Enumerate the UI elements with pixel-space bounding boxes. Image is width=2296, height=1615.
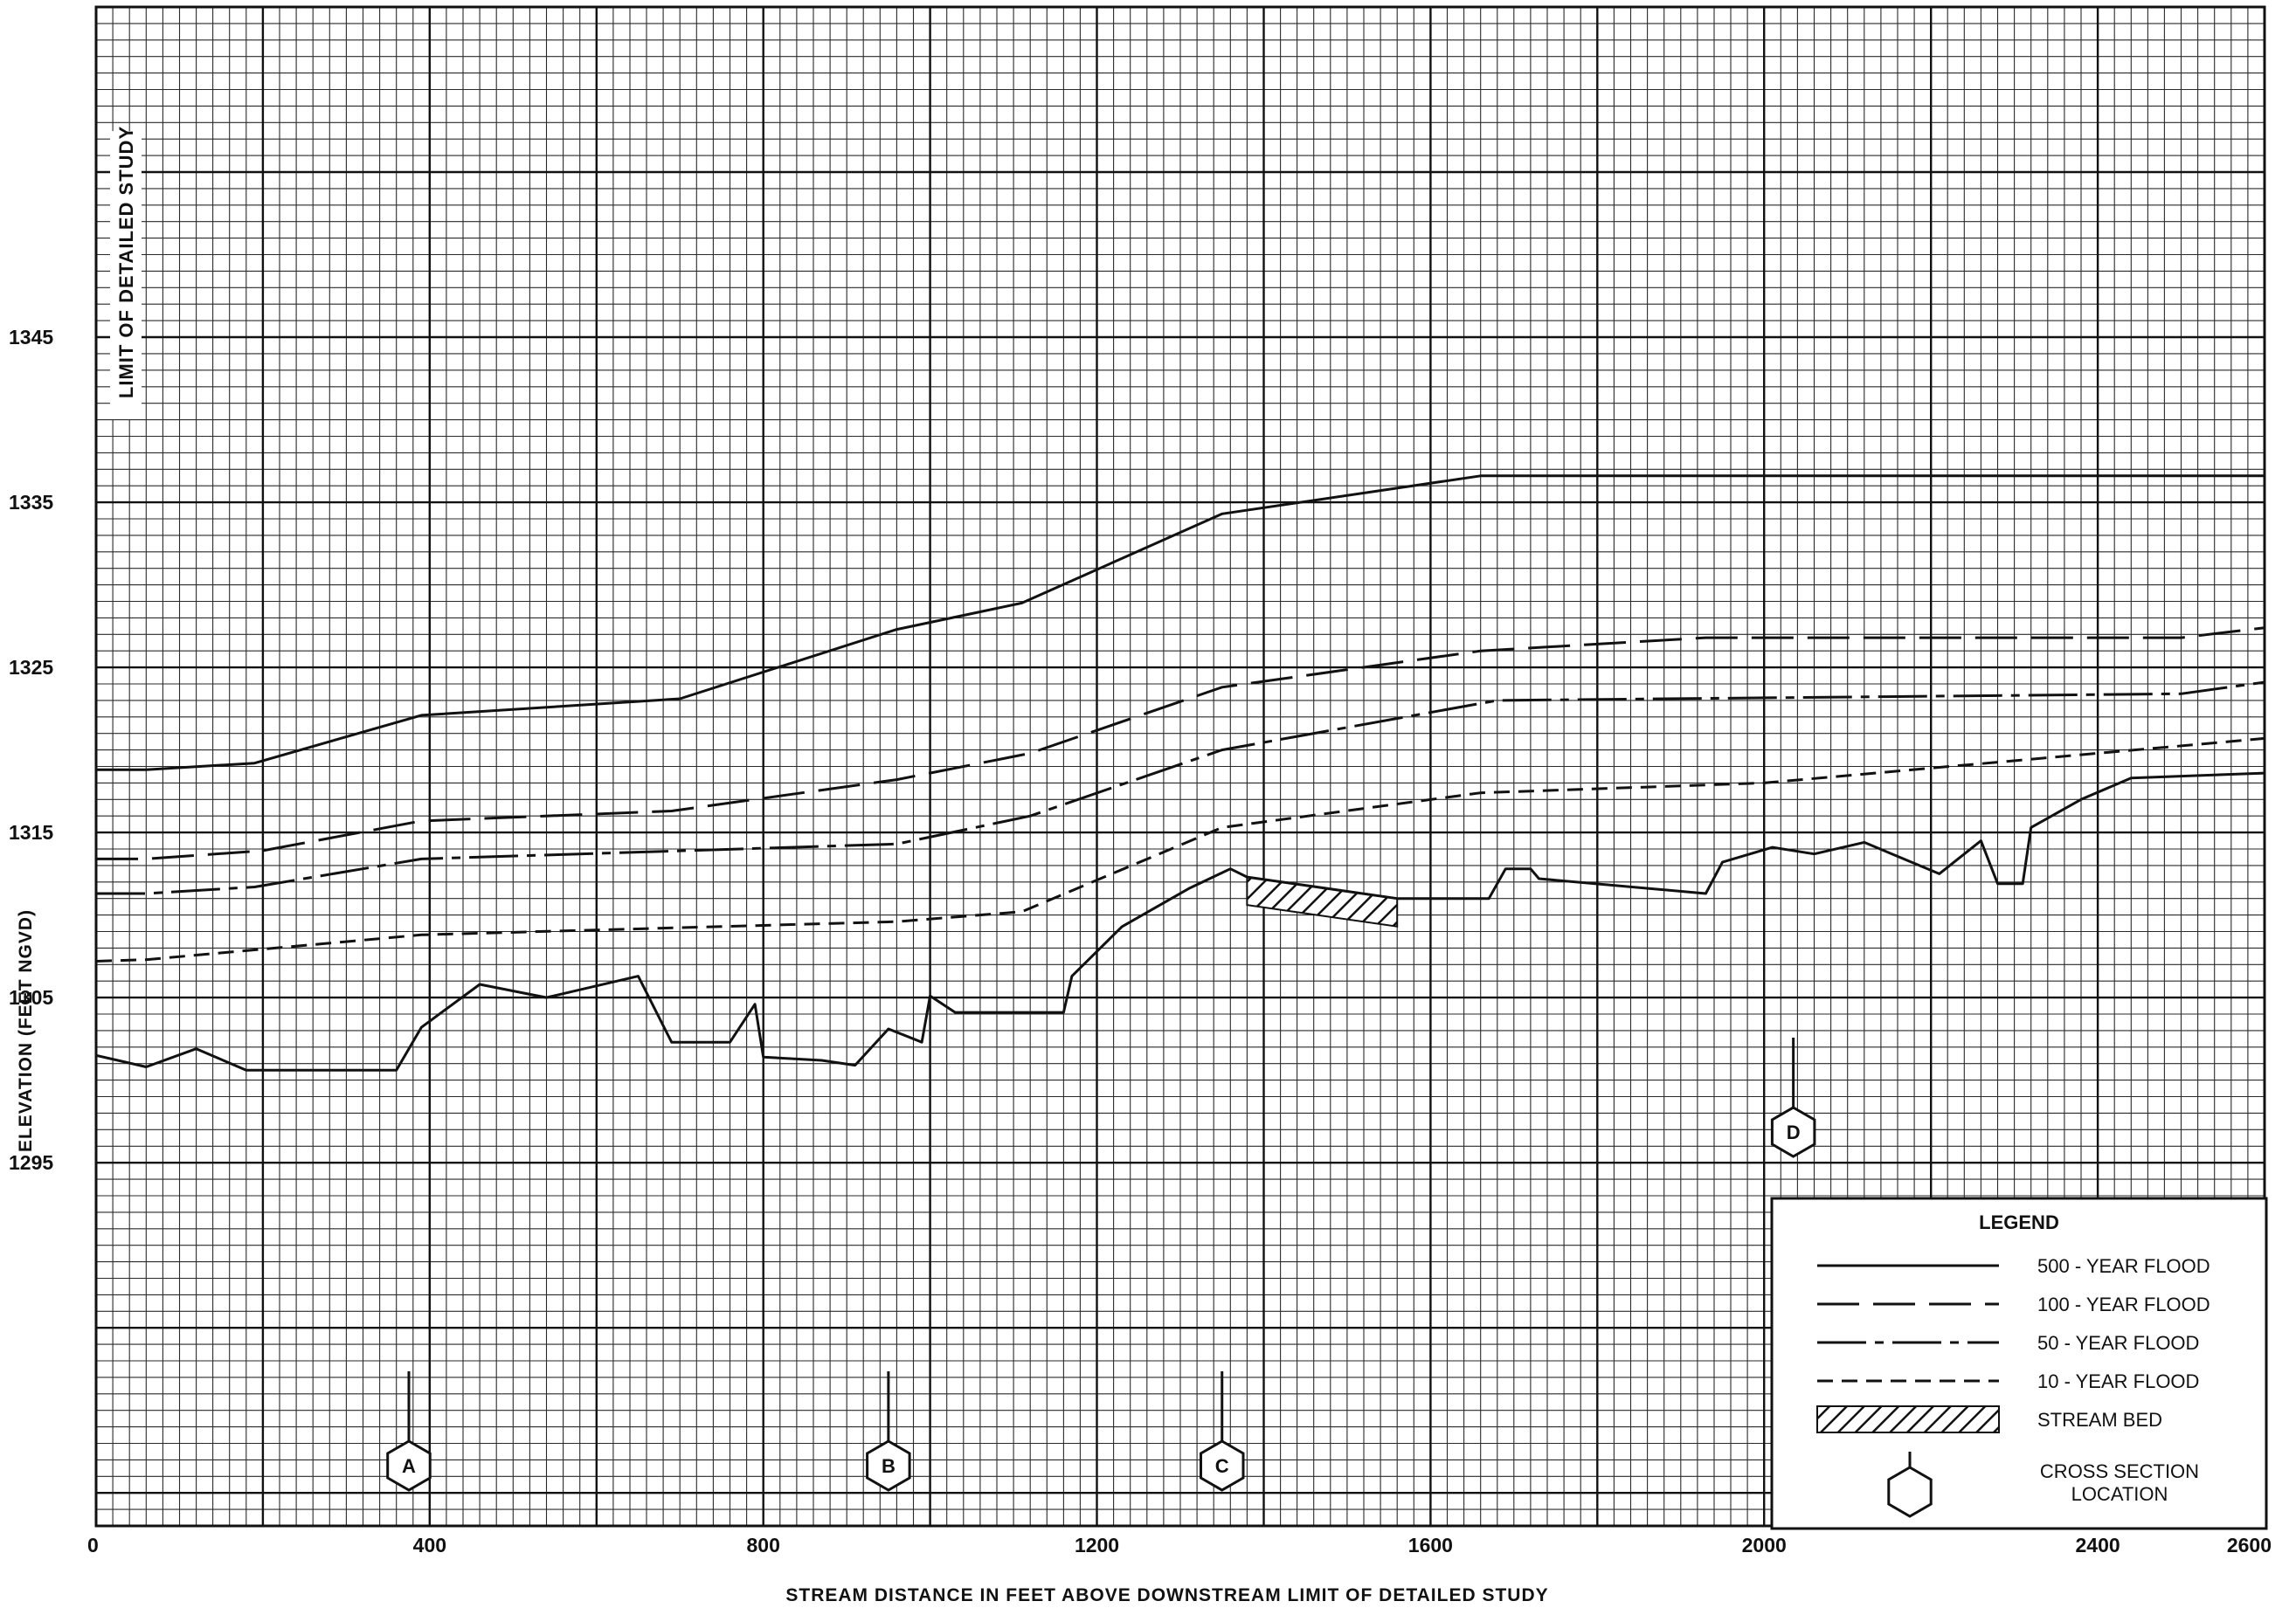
cross-section-marker: D	[1770, 1038, 1816, 1158]
legend-item: 500 - YEAR FLOOD	[1817, 1255, 2210, 1277]
plot-frame	[94, 5, 2266, 1528]
10-year-flood-line	[95, 736, 2265, 963]
cross-section-label: C	[1215, 1455, 1229, 1477]
legend-item-label: 100 - YEAR FLOOD	[2037, 1294, 2210, 1315]
legend-frame	[1770, 1197, 2268, 1530]
y-tick-label: 1335	[9, 491, 53, 514]
cross-section-hexagon-icon	[1770, 1106, 1816, 1158]
x-tick-label: 2600	[2227, 1534, 2272, 1556]
cross-section-label: A	[402, 1455, 416, 1477]
legend-items: 500 - YEAR FLOOD 100 - YEAR FLOOD 50 - YEA…	[1816, 1255, 2210, 1433]
cross-section-label: D	[1787, 1122, 1801, 1143]
limit-of-detailed-study-label: LIMIT OF DETAILED STUDY	[115, 126, 137, 398]
legend-item-label: STREAM BED	[2037, 1409, 2162, 1431]
x-axis-title: STREAM DISTANCE IN FEET ABOVE DOWNSTREAM…	[785, 1585, 1548, 1605]
legend-item: 100 - YEAR FLOOD	[1817, 1294, 2210, 1315]
cross-section-marker: C	[1200, 1371, 1245, 1492]
stream-bed-hatch	[1246, 875, 1399, 928]
x-tick-label: 0	[87, 1534, 99, 1556]
legend-title: LEGEND	[1979, 1211, 2059, 1233]
y-tick-label: 1315	[9, 821, 53, 844]
cross-section-markers: A B C D	[386, 1038, 1816, 1492]
legend-hexagon-icon	[1887, 1466, 1933, 1518]
legend-item: 50 - YEAR FLOOD	[1817, 1332, 2199, 1354]
500-year-flood-line	[96, 474, 2265, 771]
minor-grid	[96, 7, 2265, 1527]
x-axis-tick-labels: 0 400 800 1200 1600 2000 2400 2600	[87, 1534, 2272, 1556]
legend-item: STREAM BED	[1816, 1405, 2162, 1433]
cross-section-marker: A	[386, 1371, 432, 1492]
legend-item-label: 500 - YEAR FLOOD	[2037, 1255, 2210, 1277]
cross-section-hexagon-icon	[1200, 1439, 1245, 1492]
legend-item-label: 50 - YEAR FLOOD	[2037, 1332, 2199, 1354]
100-year-flood-line	[96, 626, 2265, 860]
legend-item: 10 - YEAR FLOOD	[1817, 1370, 2199, 1392]
cross-section-label: B	[882, 1455, 896, 1477]
cross-section-hexagon-icon	[386, 1439, 432, 1492]
cross-section-hexagon-icon	[866, 1439, 911, 1492]
x-tick-label: 2400	[2075, 1534, 2120, 1556]
y-tick-label: 1305	[9, 986, 53, 1009]
cross-section-marker: B	[866, 1371, 911, 1492]
x-tick-label: 1200	[1075, 1534, 1119, 1556]
legend-cross-section-label-line2: LOCATION	[2071, 1483, 2168, 1505]
x-tick-label: 400	[413, 1534, 446, 1556]
y-tick-label: 1345	[9, 326, 53, 349]
legend-cross-section-entry: CROSS SECTION LOCATION	[1887, 1452, 2199, 1518]
y-axis-title: ELEVATION (FEET NGVD)	[16, 909, 36, 1152]
legend-item-label: 10 - YEAR FLOOD	[2037, 1370, 2199, 1392]
50-year-flood-line	[96, 680, 2265, 895]
y-tick-label: 1295	[9, 1151, 53, 1174]
stream-bed-hatch-area	[1246, 875, 1399, 928]
limit-of-detailed-study-annotation: LIMIT OF DETAILED STUDY	[110, 126, 142, 419]
x-tick-label: 1600	[1408, 1534, 1453, 1556]
x-tick-label: 800	[747, 1534, 780, 1556]
minor-grid-lines	[96, 7, 2265, 1527]
legend-cross-section-label-line1: CROSS SECTION	[2040, 1460, 2199, 1482]
limit-label-background	[110, 131, 142, 419]
y-axis-tick-labels: 1295 1305 1315 1325 1335 1345	[9, 326, 53, 1174]
stream-bed-line	[95, 771, 2265, 1072]
series-lines	[95, 474, 2265, 1072]
legend-stream-bed-swatch	[1816, 1405, 2000, 1433]
y-tick-label: 1325	[9, 656, 53, 679]
x-tick-label: 2000	[1742, 1534, 1787, 1556]
